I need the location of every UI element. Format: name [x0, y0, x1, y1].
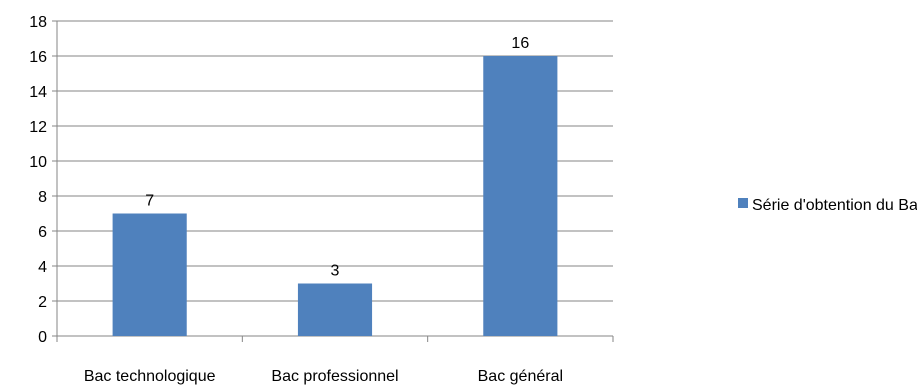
y-tick-label: 12 [29, 119, 47, 136]
y-tick-label: 0 [38, 329, 47, 346]
y-tick-label: 8 [38, 189, 47, 206]
data-label: 3 [331, 263, 340, 280]
y-axis: 0 2 4 6 8 10 12 14 16 18 [29, 14, 57, 346]
legend: Série d'obtention du Bac [738, 197, 917, 214]
bar [298, 284, 372, 337]
x-tick-label: Bac technologique [84, 368, 216, 385]
x-tick-label: Bac général [478, 368, 563, 385]
y-tick-label: 18 [29, 14, 47, 31]
x-tick-label: Bac professionnel [271, 368, 398, 385]
y-tick-label: 6 [38, 224, 47, 241]
y-tick-label: 2 [38, 294, 47, 311]
y-tick-label: 16 [29, 49, 47, 66]
legend-label: Série d'obtention du Bac [752, 197, 917, 214]
legend-swatch [738, 198, 748, 208]
y-tick-label: 4 [38, 259, 47, 276]
data-label: 7 [145, 193, 154, 210]
y-tick-label: 10 [29, 154, 47, 171]
x-axis: Bac technologique Bac professionnel Bac gé… [57, 336, 613, 385]
data-label: 16 [511, 35, 529, 52]
y-tick-label: 14 [29, 84, 47, 101]
bar [483, 56, 557, 336]
data-labels: 7 3 16 [145, 35, 529, 280]
bar [113, 214, 187, 337]
